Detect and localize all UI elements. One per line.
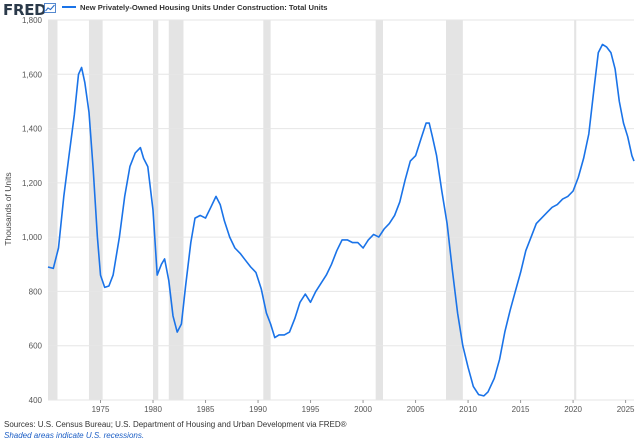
chart-header: FRED New Privately-Owned Housing Units U… <box>0 0 640 19</box>
y-tick-label: 600 <box>29 342 43 351</box>
x-tick-label: 1980 <box>144 405 162 414</box>
recession-band-0 <box>48 20 58 400</box>
trend-line-icon <box>44 3 56 13</box>
x-tick-label: 2010 <box>459 405 477 414</box>
gridlines <box>48 19 634 401</box>
recession-band-3 <box>168 20 184 400</box>
x-tick-label: 2005 <box>407 405 425 414</box>
source-note: Sources: U.S. Census Bureau; U.S. Depart… <box>4 420 347 429</box>
y-tick-label: 1,000 <box>22 233 43 242</box>
series <box>47 43 635 397</box>
y-tick-label: 1,800 <box>22 16 43 25</box>
y-tick-label: 1,600 <box>22 70 43 79</box>
y-tick-label: 1,200 <box>22 179 43 188</box>
y-tick-label: 400 <box>29 396 43 405</box>
y-tick-label: 800 <box>29 287 43 296</box>
recession-band-5 <box>375 20 384 400</box>
recession-band-7 <box>574 20 577 400</box>
recession-note: Shaded areas indicate U.S. recessions. <box>4 431 145 440</box>
legend-label: New Privately-Owned Housing Units Under … <box>80 3 328 12</box>
x-axis-ticks: 1975 1980 1985 1990 1995 2000 2005 2010 2015 2020… <box>92 400 635 414</box>
y-tick-label: 1,400 <box>22 125 43 134</box>
y-axis-ticks: 400 600 800 1,000 1,200 1,400 1,600 1,800 <box>22 16 43 405</box>
x-tick-label: 1990 <box>249 405 267 414</box>
x-tick-label: 2020 <box>564 405 582 414</box>
legend: New Privately-Owned Housing Units Under … <box>62 3 328 12</box>
recession-band-4 <box>263 20 271 400</box>
x-tick-label: 1975 <box>92 405 110 414</box>
fred-logo[interactable]: FRED <box>3 1 47 19</box>
y-axis-label: Thousands of Units <box>3 172 13 245</box>
x-tick-label: 1985 <box>197 405 215 414</box>
recession-bands <box>48 20 577 400</box>
x-tick-label: 2000 <box>354 405 372 414</box>
legend-swatch <box>62 6 76 8</box>
x-tick-label: 2025 <box>617 405 635 414</box>
x-tick-label: 1995 <box>302 405 320 414</box>
recession-band-6 <box>446 20 463 400</box>
chart-footer: Sources: U.S. Census Bureau; U.S. Depart… <box>4 419 347 441</box>
x-tick-label: 2015 <box>512 405 530 414</box>
recession-band-2 <box>153 20 159 400</box>
series-line-0[interactable] <box>47 43 635 397</box>
